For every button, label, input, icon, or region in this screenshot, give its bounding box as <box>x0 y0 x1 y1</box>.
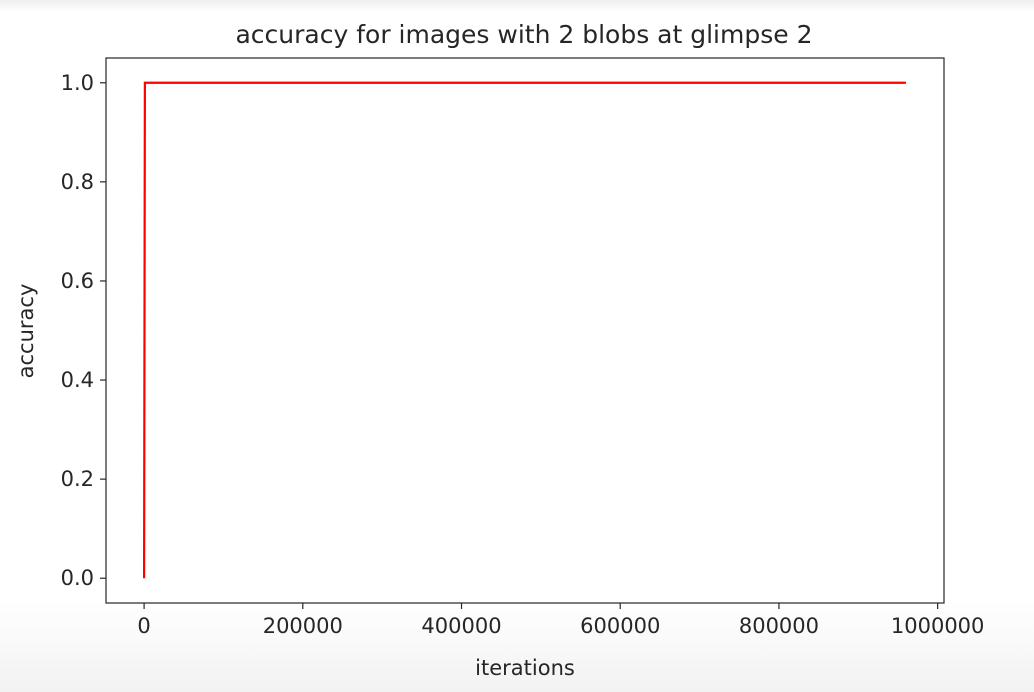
y-axis: 0.0 0.2 0.4 0.6 0.8 1.0 <box>61 71 106 590</box>
x-tick-label: 800000 <box>739 614 819 638</box>
y-tick-label: 0.6 <box>61 269 94 293</box>
x-axis-label: iterations <box>475 656 575 680</box>
x-tick-label: 600000 <box>580 614 660 638</box>
y-tick-label: 0.8 <box>61 170 94 194</box>
x-axis: 0 200000 400000 600000 800000 1000000 <box>137 603 984 638</box>
plot-area-frame <box>105 57 945 604</box>
y-tick-label: 1.0 <box>61 71 94 95</box>
chart-title: accuracy for images with 2 blobs at glim… <box>235 20 812 49</box>
y-axis-label: accuracy <box>14 284 38 379</box>
x-tick-label: 1000000 <box>891 614 985 638</box>
x-tick-label: 200000 <box>263 614 343 638</box>
series-line <box>142 81 906 579</box>
x-tick-label: 400000 <box>421 614 501 638</box>
y-tick-label: 0.2 <box>61 467 94 491</box>
x-tick-label: 0 <box>137 614 150 638</box>
series-layer <box>142 81 906 579</box>
y-tick-label: 0.4 <box>61 368 94 392</box>
y-tick-label: 0.0 <box>61 566 94 590</box>
